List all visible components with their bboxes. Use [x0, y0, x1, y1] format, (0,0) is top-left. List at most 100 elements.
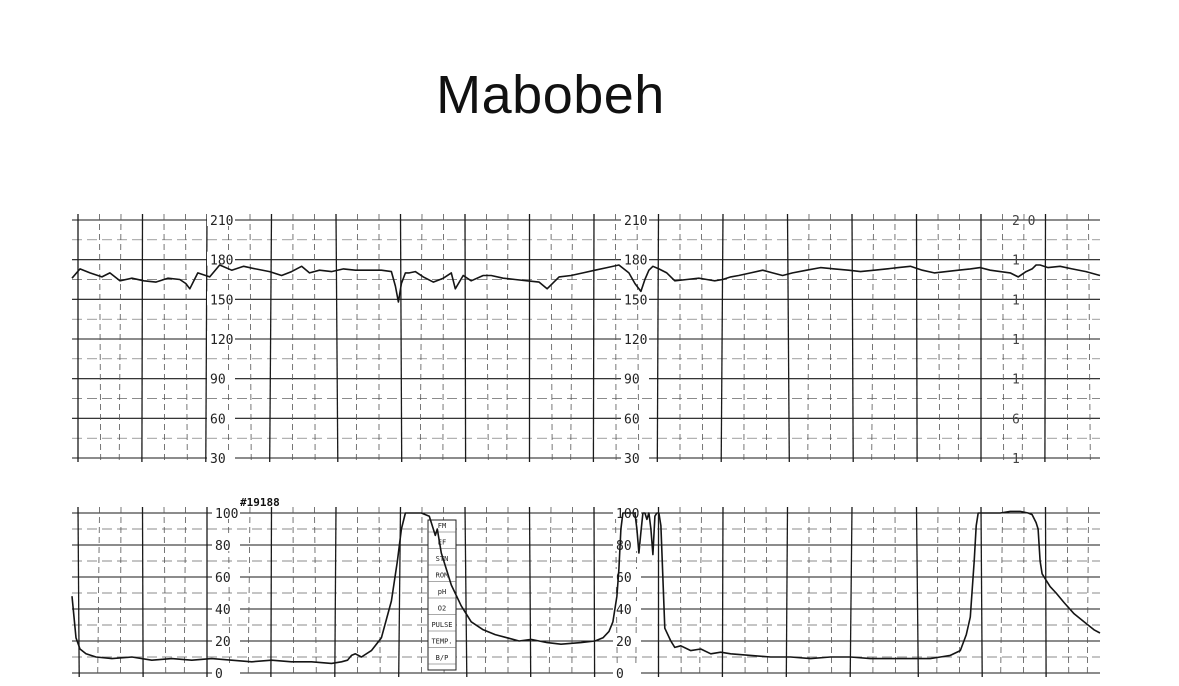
grid-line-vertical: [1023, 506, 1025, 678]
grid-line-vertical: [185, 213, 188, 463]
toco-grid: [72, 506, 1100, 678]
grid-line-vertical: [163, 506, 167, 678]
toco-y-tick-label: 80: [616, 539, 632, 554]
grid-line-vertical: [269, 213, 273, 463]
grid-line-vertical: [679, 506, 682, 678]
tick-label-bg: [207, 450, 235, 464]
grid-line-vertical: [99, 213, 102, 463]
grid-line-vertical: [378, 506, 381, 678]
grid-line-vertical: [141, 213, 144, 463]
fhr-right-tick-label: 1: [1012, 254, 1020, 269]
grid-line-vertical: [1066, 213, 1068, 463]
panel-label: TEMP.: [431, 638, 452, 646]
grid-line-vertical: [721, 506, 724, 678]
grid-line-vertical: [593, 506, 596, 678]
grid-line-vertical: [807, 213, 810, 463]
tick-label-bg: [207, 291, 235, 306]
toco-y-tick-label: 60: [215, 571, 231, 586]
fhr-y-tick-label: 30: [624, 452, 640, 467]
tick-label-bg: [212, 633, 240, 647]
toco-y-tick-label: 0: [215, 667, 223, 682]
grid-line-vertical: [1086, 506, 1089, 678]
fhr-grid: [72, 213, 1100, 463]
grid-line-vertical: [141, 506, 144, 678]
tick-label-bg: [613, 665, 641, 679]
tick-label-bg: [212, 505, 240, 519]
grid-line-vertical: [464, 506, 468, 678]
panel-label: B/P: [436, 654, 449, 662]
grid-line-vertical: [701, 213, 704, 463]
grid-line-vertical: [1000, 506, 1003, 678]
tick-label-bg: [613, 633, 641, 647]
grid-line-vertical: [1088, 213, 1091, 463]
grid-line-vertical: [399, 213, 403, 463]
toco-y-tick-label: 0: [616, 667, 624, 682]
grid-line-vertical: [464, 213, 467, 463]
toco-panel-labels: FM EF STN ROM pH O2 PULSE TEMP. B/P: [427, 519, 457, 671]
tick-label-bg: [621, 212, 649, 226]
grid-line-vertical: [228, 506, 231, 678]
grid-line-vertical: [334, 506, 337, 678]
fhr-y-tick-label: 180: [624, 254, 647, 269]
toco-y-tick-label: 80: [215, 539, 231, 554]
grid-line-vertical: [550, 213, 553, 463]
fhr-right-tick-label: 1: [1012, 333, 1020, 348]
toco-y-tick-label: 60: [616, 571, 632, 586]
strip-id-annotation: #19188: [240, 496, 280, 509]
tick-label-bg: [621, 370, 649, 385]
grid-line-vertical: [118, 213, 122, 463]
grid-line-vertical: [291, 213, 294, 463]
grid-line-vertical: [97, 506, 100, 678]
grid-line-vertical: [77, 506, 80, 678]
tick-label-bg: [207, 410, 235, 425]
grid-line-vertical: [183, 506, 186, 678]
tick-label-bg: [621, 331, 649, 345]
grid-line-vertical: [957, 213, 960, 463]
grid-line-vertical: [980, 506, 983, 678]
tick-label-bg: [621, 251, 649, 266]
panel-label: pH: [438, 588, 446, 596]
grid-line-vertical: [849, 506, 853, 678]
tick-label-bg: [212, 665, 240, 679]
panel-label: STN: [436, 555, 449, 563]
panel-label: FM: [438, 522, 446, 530]
grid-line-vertical: [615, 506, 618, 678]
grid-line-vertical: [1066, 506, 1070, 678]
grid-line-vertical: [1044, 506, 1047, 678]
grid-line-vertical: [249, 213, 252, 463]
grid-line-vertical: [785, 506, 789, 678]
toco-y-tick-label: 20: [616, 635, 632, 650]
grid-line-vertical: [592, 213, 595, 463]
grid-line-vertical: [786, 213, 790, 463]
toco-y-tick-label: 20: [215, 635, 231, 650]
fhr-y-ticks: 210 180 150 120 90 60 30 210 180 150 120 90 60 30: [207, 212, 649, 467]
grid-line-vertical: [743, 213, 745, 463]
grid-line-vertical: [699, 506, 702, 678]
fhr-y-tick-label: 120: [210, 333, 233, 348]
fhr-y-tick-label: 210: [624, 214, 647, 229]
grid-line-vertical: [270, 506, 273, 678]
grid-line-vertical: [570, 213, 573, 463]
fhr-y-tick-label: 150: [210, 293, 233, 308]
tick-label-bg: [613, 505, 641, 519]
grid-line-vertical: [486, 213, 489, 463]
toco-y-tick-label: 40: [616, 603, 632, 618]
toco-trace: [71, 510, 1101, 665]
fhr-trace: [71, 264, 1101, 303]
grid-line-vertical: [1044, 213, 1047, 463]
grid-line-vertical: [163, 213, 166, 463]
grid-line-vertical: [656, 213, 660, 463]
fhr-y-tick-label: 90: [210, 373, 226, 388]
tick-label-bg: [207, 251, 235, 266]
fhr-right-tick-label: 2 0: [1012, 214, 1035, 229]
grid-line-vertical: [484, 506, 487, 678]
tick-label-bg: [613, 601, 641, 615]
grid-line-vertical: [314, 213, 316, 463]
grid-line-vertical: [744, 506, 746, 678]
grid-line-vertical: [851, 213, 854, 463]
panel-label: O2: [438, 605, 446, 613]
tick-label-bg: [207, 212, 235, 226]
grid-line-vertical: [292, 506, 295, 678]
grid-line-vertical: [936, 506, 939, 678]
